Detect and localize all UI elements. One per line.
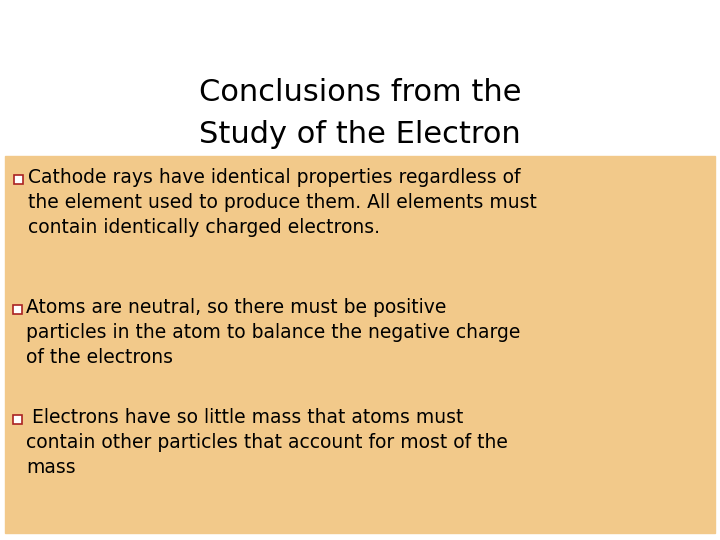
- Text: Cathode rays have identical properties regardless of
the element used to produce: Cathode rays have identical properties r…: [28, 168, 537, 237]
- Text: Electrons have so little mass that atoms must
contain other particles that accou: Electrons have so little mass that atoms…: [26, 408, 508, 477]
- Bar: [13, 415, 22, 424]
- Text: Atoms are neutral, so there must be positive
particles in the atom to balance th: Atoms are neutral, so there must be posi…: [26, 298, 521, 367]
- Bar: [13, 305, 22, 314]
- Text: Study of the Electron: Study of the Electron: [199, 120, 521, 149]
- Bar: [5, 156, 715, 533]
- Bar: [14, 175, 23, 184]
- Text: Conclusions from the: Conclusions from the: [199, 78, 521, 107]
